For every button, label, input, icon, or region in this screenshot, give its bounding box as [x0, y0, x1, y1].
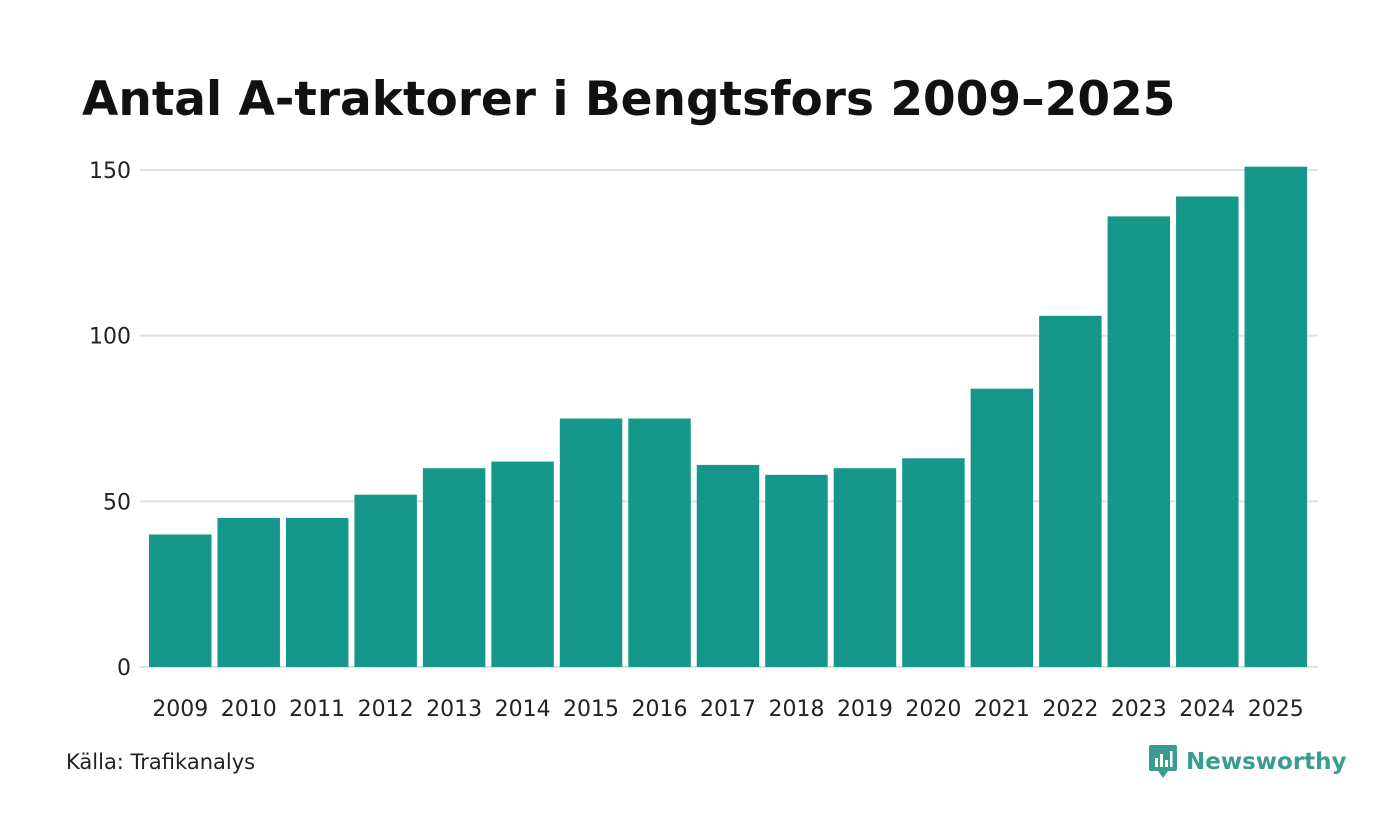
- x-tick-label: 2013: [426, 697, 482, 722]
- bar-2010: [217, 517, 280, 667]
- x-tick-label: 2010: [221, 697, 277, 722]
- brand: Newsworthy: [1148, 744, 1347, 780]
- newsworthy-logo-icon: [1149, 745, 1177, 778]
- bar-2024: [1176, 196, 1239, 668]
- x-tick-label: 2015: [563, 697, 619, 722]
- y-tick-label: 0: [117, 656, 131, 681]
- source-note: Källa: Trafikanalys: [66, 750, 256, 774]
- bar-2017: [696, 464, 760, 667]
- x-tick-label: 2023: [1111, 697, 1167, 722]
- bar-2019: [833, 468, 897, 667]
- bar-2015: [559, 418, 623, 667]
- x-axis-ticks: 2009 2010 2011 2012 2013 2014 2015 2016 2017 2018…: [152, 697, 1304, 722]
- bars: [149, 166, 1307, 668]
- x-tick-label: 2021: [974, 697, 1030, 722]
- y-tick-label: 100: [89, 325, 131, 350]
- y-tick-label: 150: [89, 159, 131, 184]
- x-tick-label: 2020: [905, 697, 961, 722]
- bar-2022: [1039, 315, 1102, 667]
- x-tick-label: 2016: [632, 697, 688, 722]
- x-tick-label: 2022: [1042, 697, 1098, 722]
- chart-title: Antal A-traktorer i Bengtsfors 2009–2025: [82, 72, 1176, 127]
- bar-2009: [149, 534, 212, 667]
- x-tick-label: 2024: [1179, 697, 1235, 722]
- x-tick-label: 2012: [358, 697, 414, 722]
- bar-2018: [765, 474, 828, 667]
- bar-2021: [970, 388, 1034, 667]
- x-tick-label: 2011: [289, 697, 345, 722]
- bar-2012: [354, 494, 417, 667]
- bar-2014: [491, 461, 554, 667]
- x-tick-label: 2009: [152, 697, 208, 722]
- bar-2016: [628, 418, 691, 667]
- bar-2023: [1107, 216, 1171, 668]
- brand-name: Newsworthy: [1186, 749, 1347, 775]
- bar-2013: [422, 468, 486, 667]
- bar-2025: [1244, 166, 1307, 668]
- x-tick-label: 2017: [700, 697, 756, 722]
- y-tick-label: 50: [103, 490, 131, 515]
- x-tick-label: 2014: [495, 697, 551, 722]
- x-tick-label: 2018: [768, 697, 824, 722]
- x-tick-label: 2019: [837, 697, 893, 722]
- y-axis-ticks: 0 50 100 150: [89, 159, 131, 681]
- bar-2020: [902, 458, 965, 667]
- x-tick-label: 2025: [1248, 697, 1304, 722]
- bar-2011: [285, 517, 349, 667]
